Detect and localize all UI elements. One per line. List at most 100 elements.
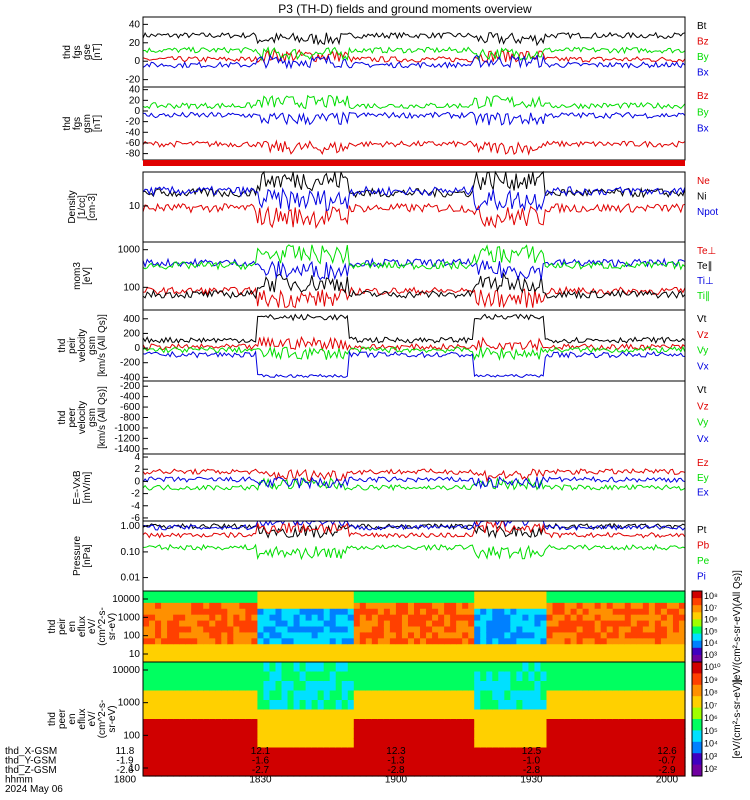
spectrogram-cell (401, 602, 409, 610)
spectrogram-cell (630, 596, 638, 604)
spectrogram-cell (450, 620, 457, 628)
spectrogram-cell (287, 681, 295, 692)
spectrogram-cell (407, 602, 415, 610)
spectrogram-cell (498, 614, 505, 622)
spectrogram-cell (444, 709, 451, 720)
spectrogram-cell (648, 656, 656, 663)
spectrogram-cell (245, 681, 252, 692)
spectrogram-cell (341, 626, 349, 634)
spectrogram-cell (474, 690, 481, 701)
spectrogram-cell (456, 662, 463, 673)
spectrogram-cell (678, 700, 686, 711)
spectrogram-cell (341, 690, 349, 701)
spectrogram-cell (347, 747, 355, 758)
spectrogram-cell (594, 766, 602, 777)
spectrogram-cell (275, 747, 283, 758)
spectrogram-cell (618, 656, 626, 663)
spectrogram-cell (179, 602, 186, 610)
spectrogram-cell (606, 728, 614, 739)
spectrogram-cell (618, 747, 626, 758)
spectrogram-cell (504, 681, 511, 692)
spectrogram-cell (654, 656, 662, 663)
spectrogram-cell (480, 738, 487, 749)
spectrogram-cell (522, 644, 530, 651)
spectrogram-cell (197, 638, 204, 645)
spectrogram-cell (221, 757, 228, 768)
spectrogram-cell (648, 620, 656, 628)
spectrogram-cell (353, 591, 361, 598)
spectrogram-cell (558, 602, 566, 610)
spectrogram-cell (528, 608, 536, 616)
spectrogram-cell (420, 650, 427, 657)
spectrogram-cell (420, 632, 427, 639)
y-axis-label: [eV] (82, 267, 93, 285)
spectrogram-cell (161, 608, 168, 616)
spectrogram-cell (564, 626, 572, 634)
spectrogram-cell (203, 671, 210, 682)
spectrogram-cell (269, 656, 277, 663)
spectrogram-cell (179, 747, 186, 758)
spectrogram-cell (672, 700, 680, 711)
spectrogram-cell (438, 719, 445, 730)
spectrogram-cell (401, 644, 409, 651)
spectrogram-cell (606, 656, 614, 663)
spectrogram-cell (149, 700, 156, 711)
spectrogram-cell (456, 632, 463, 639)
spectrogram-cell (305, 671, 313, 682)
spectrogram-cell (594, 596, 602, 604)
spectrogram-cell (498, 681, 505, 692)
spectrogram-cell (438, 620, 445, 628)
spectrogram-cell (492, 766, 499, 777)
spectrogram-cell (594, 591, 602, 598)
spectrogram-cell (666, 690, 674, 701)
trace-ne (142, 202, 686, 230)
spectrogram-cell (600, 602, 608, 610)
spectrogram-cell (564, 747, 572, 758)
spectrogram-cell (215, 614, 222, 622)
spectrogram-cell (606, 766, 614, 777)
spectrogram-cell (582, 681, 590, 692)
spectrogram-cell (377, 662, 385, 673)
spectrogram-cell (347, 644, 355, 651)
spectrogram-cell (401, 757, 409, 768)
spectrogram-cell (558, 626, 566, 634)
spectrogram-cell (365, 650, 373, 657)
spectrogram-cell (227, 757, 234, 768)
spectrogram-cell (299, 632, 307, 639)
spectrogram-cell (371, 591, 379, 598)
spectrogram-cell (299, 719, 307, 730)
spectrogram-cell (299, 638, 307, 645)
spectrogram-cell (426, 709, 433, 720)
spectrogram-cell (456, 719, 463, 730)
spectrogram-cell (624, 700, 632, 711)
spectrogram-cell (263, 738, 271, 749)
spectrogram-cell (245, 700, 252, 711)
spectrogram-cell (347, 638, 355, 645)
spectrogram-cell (480, 650, 487, 657)
spectrogram-cell (480, 662, 487, 673)
spectrogram-cell (516, 608, 523, 616)
spectrogram-cell (636, 700, 644, 711)
spectrogram-cell (311, 662, 319, 673)
spectrogram-cell (666, 719, 674, 730)
spectrogram-cell (552, 709, 560, 720)
colorbar-segment (692, 654, 702, 663)
spectrogram-cell (498, 620, 505, 628)
spectrogram-cell (257, 626, 265, 634)
spectrogram-cell (456, 671, 463, 682)
spectrogram-cell (257, 681, 265, 692)
spectrogram-cell (227, 719, 234, 730)
spectrogram-cell (534, 671, 542, 682)
spectrogram-cell (257, 709, 265, 720)
spectrogram-cell (143, 644, 150, 651)
spectrogram-cell (528, 596, 536, 604)
spectrogram-cell (414, 650, 421, 657)
spectrogram-cell (239, 656, 246, 663)
spectrogram-cell (143, 766, 150, 777)
spectrogram-cell (371, 690, 379, 701)
spectrogram-cell (426, 650, 433, 657)
spectrogram-cell (534, 596, 542, 604)
spectrogram-cell (612, 626, 620, 634)
spectrogram-cell (624, 614, 632, 622)
spectrogram-cell (414, 626, 421, 634)
